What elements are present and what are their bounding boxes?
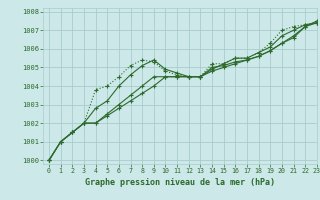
X-axis label: Graphe pression niveau de la mer (hPa): Graphe pression niveau de la mer (hPa) [85,178,275,187]
